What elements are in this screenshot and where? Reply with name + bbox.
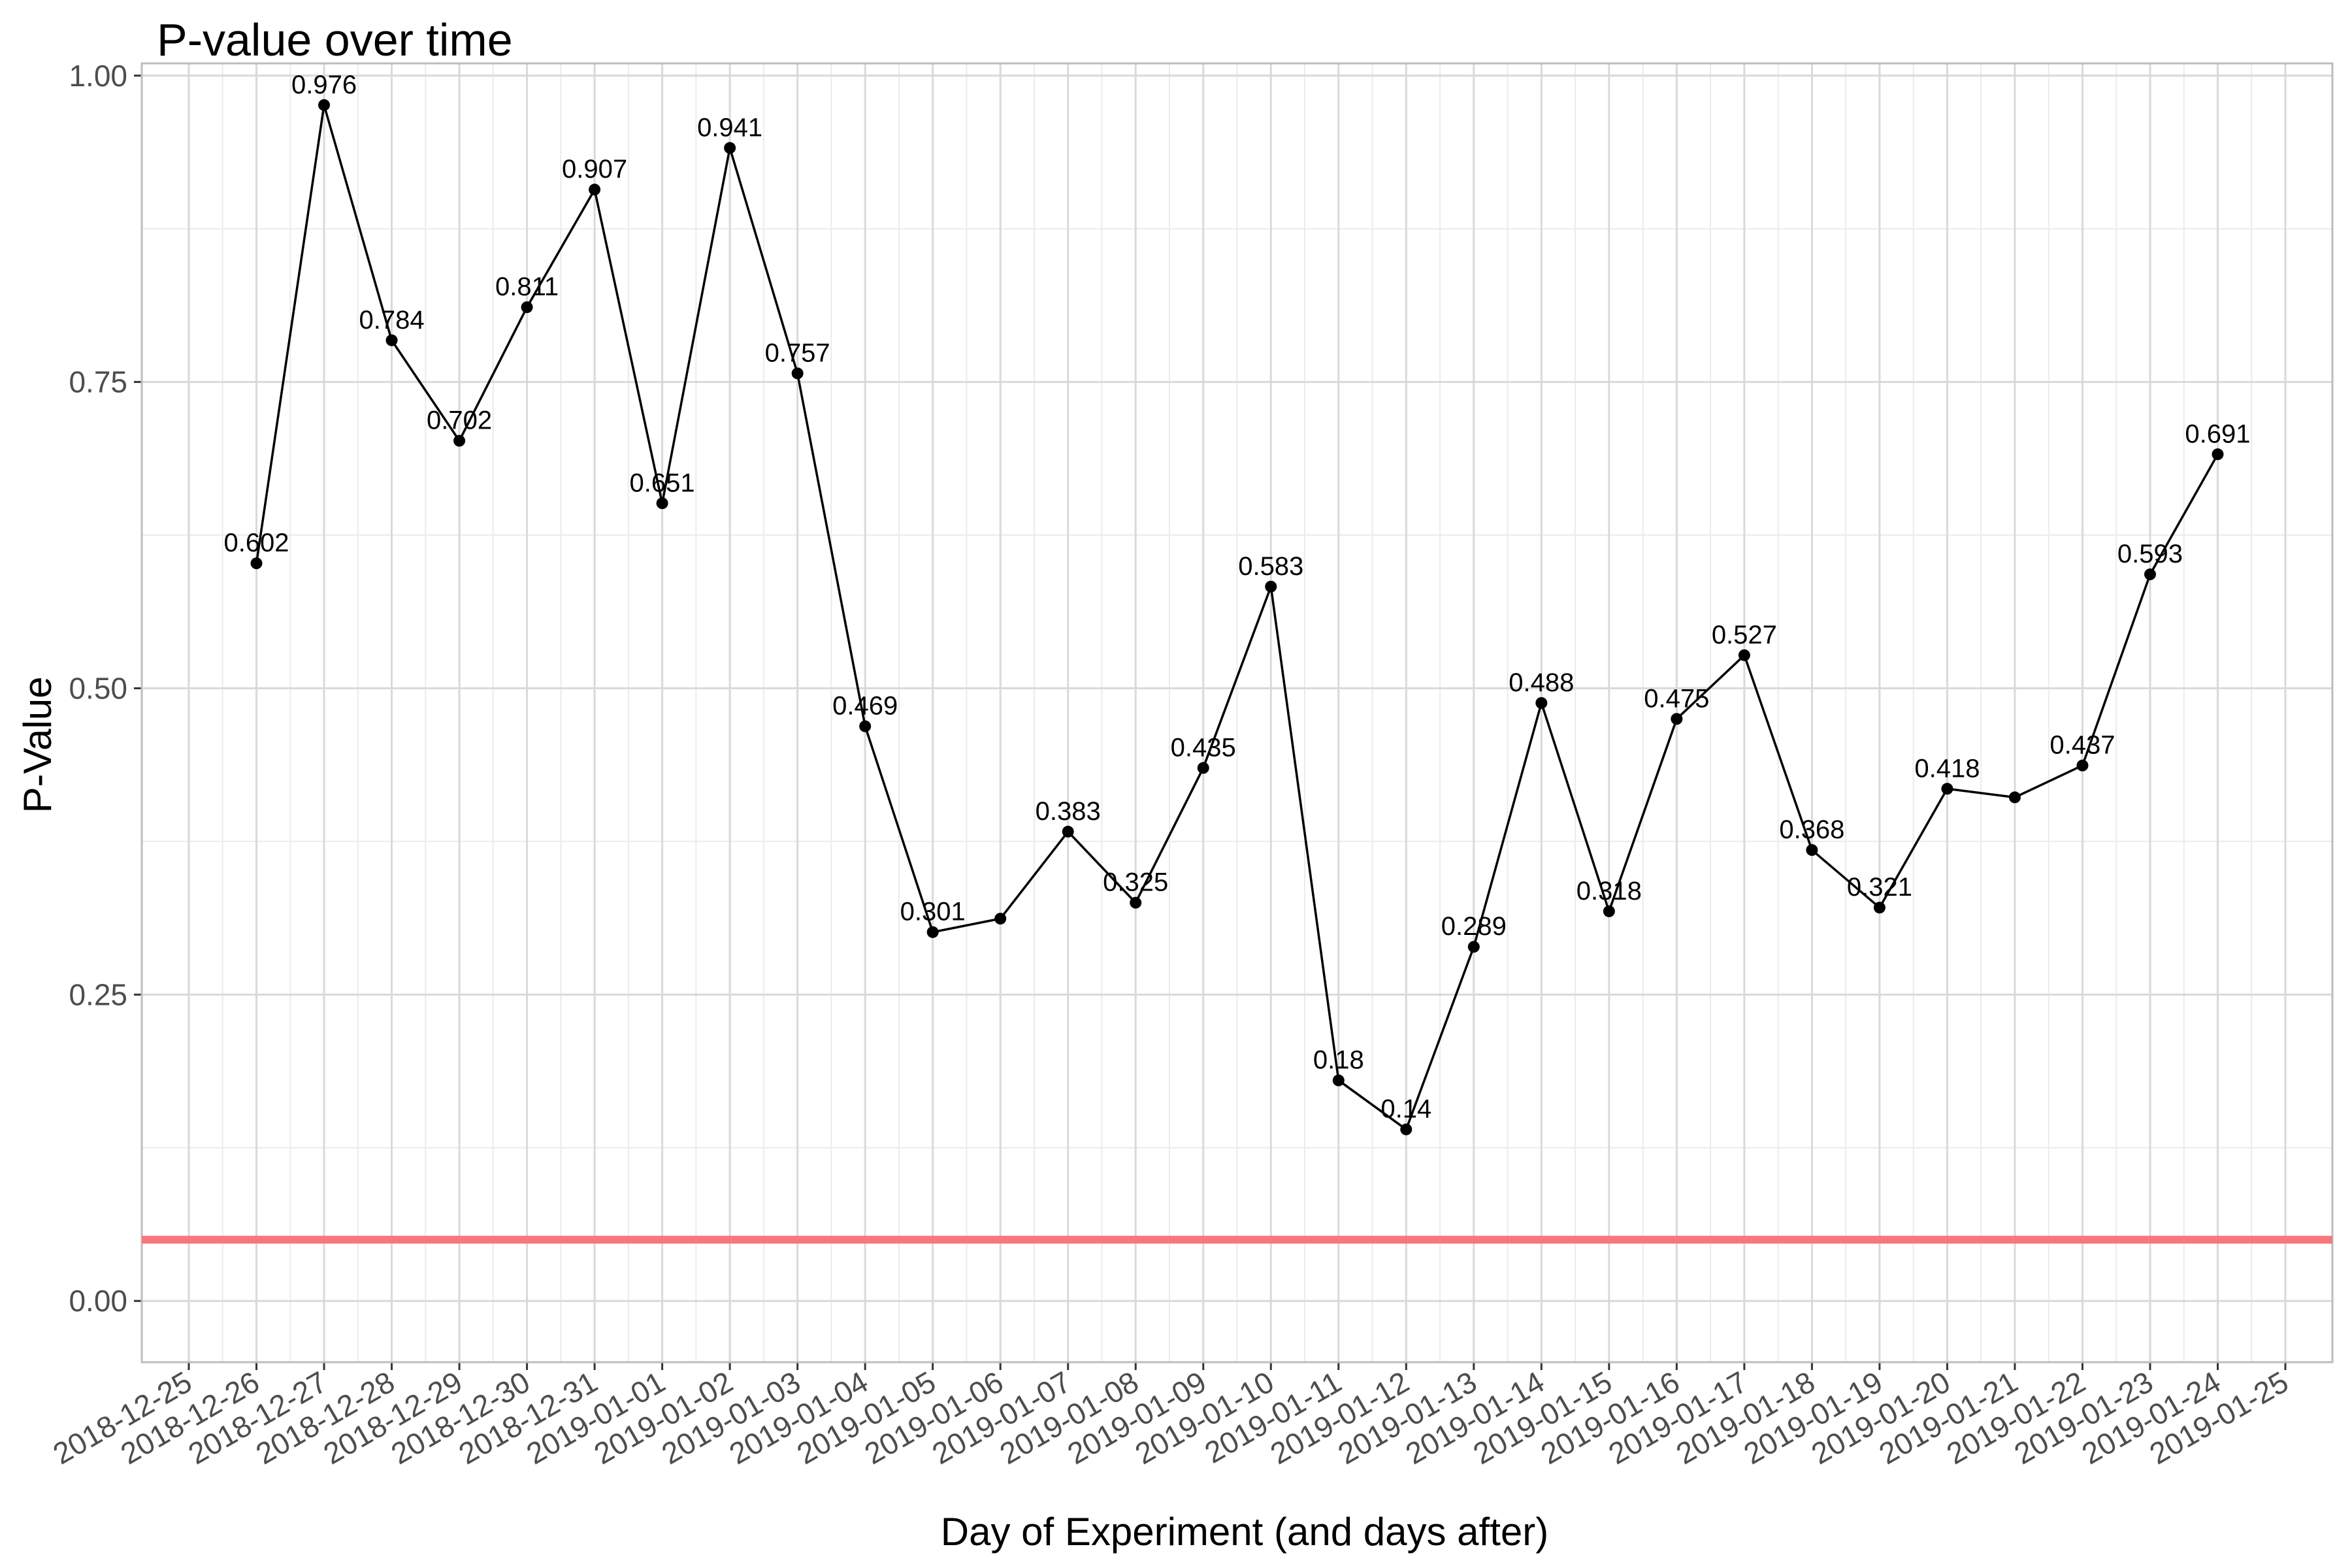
data-point [656, 497, 668, 510]
data-point [521, 301, 533, 314]
data-label: 0.437 [2050, 731, 2115, 760]
data-label: 0.941 [697, 113, 762, 142]
data-point [1738, 649, 1750, 661]
data-point [724, 142, 736, 154]
data-label: 0.488 [1509, 668, 1574, 697]
data-label: 0.583 [1238, 552, 1303, 581]
data-point [1467, 941, 1480, 953]
data-point [1806, 844, 1818, 857]
data-point [318, 99, 331, 111]
chart-title: P-value over time [157, 14, 513, 65]
y-tick-label: 0.50 [69, 671, 127, 705]
data-point [1671, 713, 1683, 725]
data-label: 0.651 [630, 468, 695, 497]
data-label: 0.318 [1576, 877, 1642, 906]
data-label: 0.383 [1036, 797, 1101, 826]
data-label: 0.475 [1644, 684, 1709, 713]
data-point [250, 557, 263, 570]
data-label: 0.301 [900, 898, 966, 926]
data-point [926, 926, 939, 938]
data-label: 0.602 [223, 529, 289, 557]
data-point [2212, 448, 2224, 461]
data-label: 0.691 [2185, 419, 2250, 448]
data-point [1332, 1074, 1345, 1086]
y-tick-label: 0.75 [69, 365, 127, 399]
data-label: 0.368 [1779, 815, 1844, 844]
data-label: 0.702 [427, 406, 492, 435]
data-label: 0.289 [1441, 912, 1507, 941]
data-label: 0.784 [359, 306, 424, 335]
data-label: 0.418 [1914, 754, 1980, 783]
data-point [1941, 783, 1953, 795]
data-point [453, 434, 466, 447]
panel-border [140, 62, 2334, 1364]
data-point [1130, 896, 1142, 909]
data-point [2008, 791, 2021, 804]
data-label: 0.593 [2117, 540, 2183, 568]
data-point [859, 720, 872, 732]
series-line [255, 105, 2219, 1132]
data-point [2076, 759, 2089, 772]
x-axis-title: Day of Experiment (and days after) [941, 1510, 1548, 1554]
plot-area: 0.000.250.500.751.002018-12-252018-12-26… [47, 59, 2334, 1471]
data-point [385, 334, 398, 346]
data-label: 0.757 [765, 338, 830, 367]
y-tick-label: 0.25 [69, 977, 127, 1011]
data-point [1197, 762, 1209, 774]
data-label: 0.811 [495, 272, 559, 301]
data-point [791, 367, 804, 380]
data-point [994, 913, 1007, 925]
data-point [1535, 696, 1548, 709]
data-point [1400, 1123, 1413, 1135]
data-label: 0.18 [1313, 1046, 1364, 1075]
y-axis-title: P-Value [16, 676, 59, 813]
data-label: 0.321 [1847, 873, 1912, 902]
data-label: 0.907 [562, 155, 627, 184]
data-point [589, 184, 601, 196]
data-point [2144, 568, 2156, 581]
data-label: 0.435 [1171, 733, 1236, 762]
y-tick-label: 1.00 [69, 59, 127, 93]
y-tick-label: 0.00 [69, 1284, 127, 1318]
data-label: 0.469 [832, 692, 898, 721]
data-label: 0.325 [1103, 868, 1168, 897]
data-point [1873, 902, 1886, 914]
data-point [1603, 905, 1615, 917]
data-point [1265, 580, 1277, 593]
data-label: 0.527 [1712, 621, 1777, 649]
data-label: 0.976 [291, 71, 357, 99]
data-label: 0.14 [1380, 1095, 1431, 1124]
data-point [1062, 825, 1074, 838]
